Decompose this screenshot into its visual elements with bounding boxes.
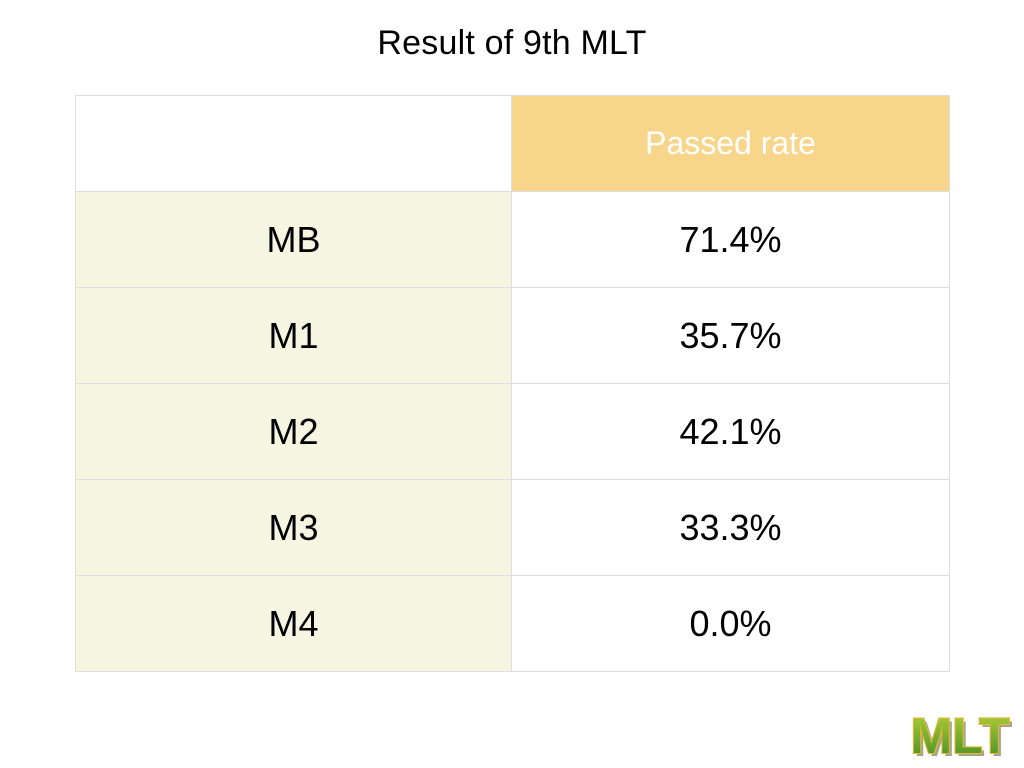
results-table: Passed rate MB 71.4% M1 35.7% M2 42.1% M… [75, 95, 950, 672]
row-value: 0.0% [511, 575, 950, 672]
row-label: M3 [75, 479, 512, 576]
row-value: 33.3% [511, 479, 950, 576]
mlt-logo: MLT MLT [909, 707, 1012, 763]
logo-text: MLT [910, 708, 1009, 763]
header-passed-rate: Passed rate [511, 95, 950, 192]
row-value: 71.4% [511, 191, 950, 288]
row-label: MB [75, 191, 512, 288]
row-label: M1 [75, 287, 512, 384]
table-row: M3 33.3% [75, 479, 950, 576]
table-row: M4 0.0% [75, 575, 950, 672]
table-row: M2 42.1% [75, 383, 950, 480]
row-value: 42.1% [511, 383, 950, 480]
row-label: M2 [75, 383, 512, 480]
table-row: MB 71.4% [75, 191, 950, 288]
logo-shadow: MLT [913, 711, 1012, 763]
row-label: M4 [75, 575, 512, 672]
row-value: 35.7% [511, 287, 950, 384]
slide-title: Result of 9th MLT [377, 24, 647, 62]
header-blank-cell [75, 95, 512, 192]
table-header-row: Passed rate [75, 95, 950, 192]
table-row: M1 35.7% [75, 287, 950, 384]
